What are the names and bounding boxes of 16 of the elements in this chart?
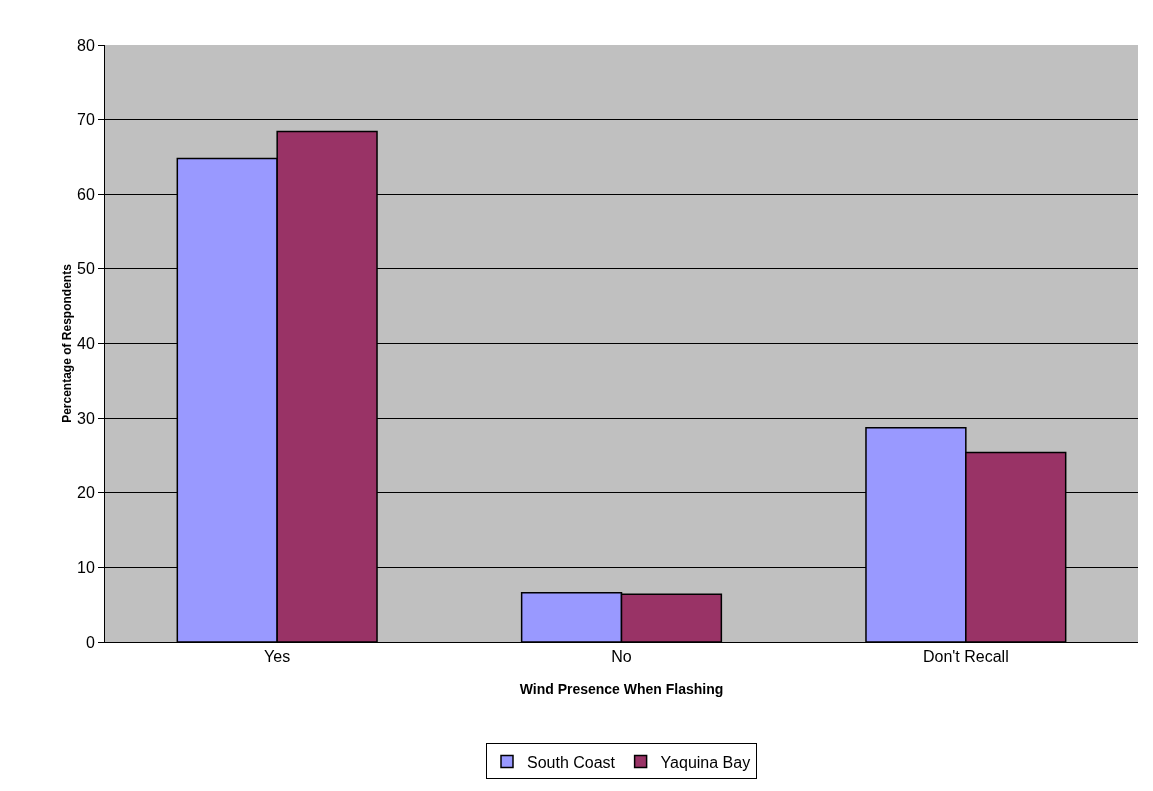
y-tick-label: 20: [77, 484, 95, 502]
y-tick-label: 80: [77, 36, 95, 54]
x-tick-label: No: [611, 648, 632, 666]
y-tick-label: 60: [77, 185, 95, 203]
y-tick-label: 0: [85, 633, 95, 651]
y-tick-label: 40: [77, 335, 95, 353]
y-tick-label: 30: [77, 409, 95, 427]
y-tick-label: 10: [77, 558, 95, 576]
y-tick-label: 70: [77, 111, 95, 129]
legend-label: South Coast: [527, 753, 616, 771]
x-tick-label: Yes: [264, 648, 291, 666]
y-tick-label: 50: [77, 260, 95, 278]
x-tick-label: Don't Recall: [922, 648, 1009, 666]
y-axis-title: Percentage of Respondents: [60, 263, 74, 423]
legend-label: Yaquina Bay: [660, 753, 751, 771]
x-axis-title: Wind Presence When Flashing: [519, 681, 724, 697]
